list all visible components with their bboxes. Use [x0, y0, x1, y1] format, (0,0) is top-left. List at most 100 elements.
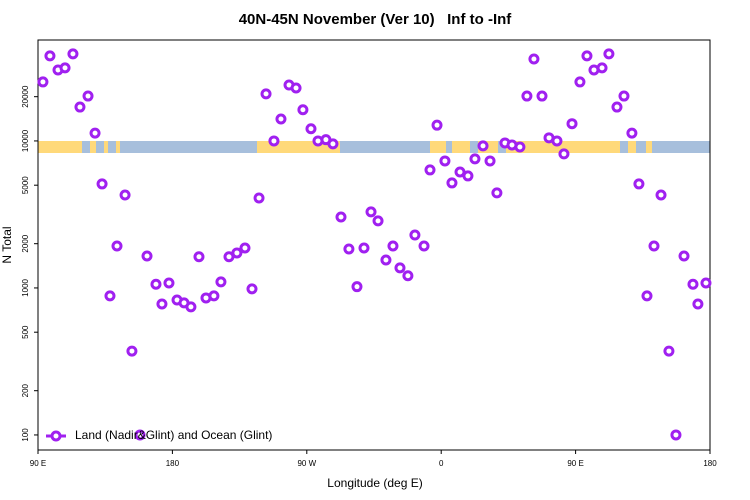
data-point [156, 298, 168, 310]
data-point [89, 127, 101, 139]
data-point [297, 104, 309, 116]
data-point [521, 90, 533, 102]
data-point [111, 240, 123, 252]
data-point [409, 229, 421, 241]
data-point [454, 166, 466, 178]
data-point [491, 187, 503, 199]
data-point [424, 164, 436, 176]
data-point [670, 429, 682, 441]
strip-segment [470, 141, 478, 153]
strip-segment [340, 141, 430, 153]
y-tick-label: 1000 [21, 278, 30, 296]
data-point [134, 429, 146, 441]
data-point [327, 138, 339, 150]
data-point [44, 50, 56, 62]
data-point [215, 276, 227, 288]
strip-segment [120, 141, 257, 153]
data-point [335, 211, 347, 223]
y-tick-label: 500 [21, 325, 30, 339]
y-tick-label: 2000 [21, 234, 30, 252]
data-point [380, 254, 392, 266]
data-point [402, 270, 414, 282]
data-point [351, 281, 363, 293]
y-tick-label: 20000 [21, 85, 30, 108]
data-point [59, 62, 71, 74]
data-point [305, 123, 317, 135]
data-point [692, 298, 704, 310]
data-point [566, 118, 578, 130]
x-tick-label: 90 W [297, 459, 316, 468]
data-point [641, 290, 653, 302]
data-point [163, 277, 175, 289]
data-point [141, 250, 153, 262]
chart-title: 40N-45N November (Ver 10) Inf to -Inf [239, 11, 513, 28]
data-point [358, 242, 370, 254]
strip-segment [628, 141, 636, 153]
x-tick-label: 90 E [30, 459, 46, 468]
strip-segment [430, 141, 446, 153]
data-point [551, 135, 563, 147]
data-point [260, 88, 272, 100]
data-point [82, 90, 94, 102]
data-point [439, 155, 451, 167]
land-ocean-strip [38, 141, 710, 153]
y-axis-label: N Total [0, 226, 14, 263]
data-point [268, 135, 280, 147]
data-point [558, 148, 570, 160]
data-point [104, 290, 116, 302]
data-point [536, 90, 548, 102]
data-point [626, 127, 638, 139]
strip-segment [82, 141, 90, 153]
x-tick-label: 180 [703, 459, 717, 468]
data-point [119, 189, 131, 201]
strip-segment [90, 141, 96, 153]
data-point [275, 113, 287, 125]
strip-segment [104, 141, 108, 153]
data-point [193, 251, 205, 263]
data-point [663, 345, 675, 357]
y-tick-label: 100 [21, 428, 30, 442]
data-point [372, 215, 384, 227]
strip-segment [652, 141, 710, 153]
legend-label: Land (Nadir&Glint) and Ocean (Glint) [75, 428, 272, 442]
data-point [126, 345, 138, 357]
data-point [655, 189, 667, 201]
data-point [678, 250, 690, 262]
data-point [67, 48, 79, 60]
data-point [239, 242, 251, 254]
strip-segment [96, 141, 104, 153]
plot-frame [37, 39, 711, 451]
data-point [648, 240, 660, 252]
strip-segment [108, 141, 116, 153]
data-point [246, 283, 258, 295]
data-point [633, 178, 645, 190]
data-point [431, 119, 443, 131]
data-point [37, 76, 49, 88]
data-point [700, 277, 712, 289]
strip-segment [646, 141, 652, 153]
data-point [96, 178, 108, 190]
data-point [185, 301, 197, 313]
data-point [477, 140, 489, 152]
data-point [514, 141, 526, 153]
data-point [290, 82, 302, 94]
y-tick-label: 10000 [21, 129, 30, 152]
data-point [687, 278, 699, 290]
data-point [394, 262, 406, 274]
strip-segment [520, 141, 620, 153]
data-point [596, 62, 608, 74]
data-point [418, 240, 430, 252]
data-point [528, 53, 540, 65]
data-point [469, 153, 481, 165]
data-point [343, 243, 355, 255]
legend-marker [50, 430, 62, 442]
x-tick-label: 90 E [567, 459, 583, 468]
y-tick-label: 200 [21, 383, 30, 397]
data-point [231, 247, 243, 259]
strip-segment [636, 141, 646, 153]
data-point [484, 155, 496, 167]
data-point [581, 50, 593, 62]
x-tick-label: 180 [166, 459, 180, 468]
